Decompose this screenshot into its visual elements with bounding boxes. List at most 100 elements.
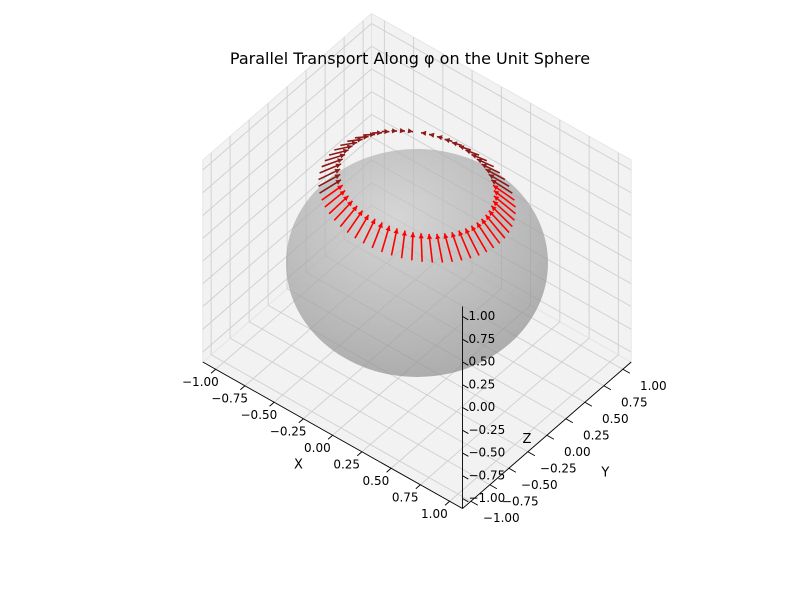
tick-mark bbox=[462, 384, 469, 389]
floor-gridline-x bbox=[420, 337, 590, 486]
tick-mark bbox=[462, 361, 469, 366]
vector-shaft bbox=[484, 214, 506, 239]
z-tick-label: −0.75 bbox=[469, 468, 506, 482]
vector-head bbox=[391, 128, 398, 134]
vector-head bbox=[410, 232, 416, 238]
vector-head bbox=[399, 128, 405, 134]
tick-mark bbox=[508, 467, 517, 473]
sphere-body bbox=[286, 149, 548, 377]
vector-head bbox=[481, 218, 487, 225]
z-tick-label: 0.50 bbox=[469, 355, 496, 369]
vector-head bbox=[451, 141, 458, 147]
tick-mark bbox=[240, 385, 246, 391]
tick-mark bbox=[415, 484, 421, 490]
vector-head bbox=[444, 138, 451, 144]
vector-head bbox=[427, 233, 433, 240]
vector-head bbox=[493, 195, 500, 201]
tick-marks bbox=[210, 316, 631, 506]
y-tick-label: 0.00 bbox=[564, 445, 591, 459]
vector-head bbox=[377, 222, 383, 229]
y-tick-label: 0.25 bbox=[583, 428, 610, 442]
vector-head bbox=[335, 163, 341, 169]
vector-head bbox=[339, 153, 346, 159]
tick-mark bbox=[584, 401, 593, 407]
y-tick-label: 0.50 bbox=[602, 412, 629, 426]
chart-title: Parallel Transport Along φ on the Unit S… bbox=[230, 49, 590, 68]
quiver-front bbox=[321, 184, 517, 263]
vector-head bbox=[465, 228, 470, 234]
tick-mark bbox=[462, 429, 469, 434]
x-tick-label: −0.50 bbox=[241, 408, 278, 422]
vector-head bbox=[384, 128, 390, 135]
x-axis-label: X bbox=[294, 458, 303, 473]
tick-mark bbox=[462, 316, 469, 321]
vector-shaft bbox=[480, 218, 501, 244]
vector-head bbox=[458, 230, 464, 237]
x-tick-label: 1.00 bbox=[421, 507, 448, 521]
x-tick-label: −0.25 bbox=[270, 425, 307, 439]
z-tick-label: −0.25 bbox=[469, 423, 506, 437]
quiver-back bbox=[318, 128, 513, 194]
y-tick-label: −0.25 bbox=[540, 461, 577, 475]
floor-gridline-x bbox=[449, 354, 619, 502]
tick-mark bbox=[622, 368, 631, 374]
vector-head bbox=[418, 233, 424, 239]
vector-head bbox=[443, 233, 449, 239]
x-tick-label: −1.00 bbox=[182, 375, 219, 389]
vector-head bbox=[493, 200, 499, 207]
left-wall-gridline-z bbox=[202, 68, 372, 216]
vector-head bbox=[363, 214, 369, 221]
back-wall-gridline-z bbox=[371, 68, 632, 216]
tick-labels: −1.00−1.00−1.00−0.75−0.75−0.75−0.50−0.50… bbox=[182, 309, 667, 525]
back-wall-gridline-z bbox=[371, 23, 632, 171]
vector-shaft bbox=[470, 225, 488, 253]
vector-head bbox=[491, 205, 497, 212]
vector-head bbox=[363, 134, 369, 140]
vector-head bbox=[476, 222, 482, 229]
x-tick-label: 0.75 bbox=[392, 491, 419, 505]
tick-mark bbox=[527, 451, 536, 457]
vector-head bbox=[465, 149, 471, 155]
vector-shaft bbox=[476, 222, 495, 249]
z-tick-label: 0.25 bbox=[469, 377, 496, 391]
x-tick-label: −0.75 bbox=[211, 392, 248, 406]
x-tick-label: 0.25 bbox=[333, 458, 360, 472]
y-axis-label: Y bbox=[600, 465, 609, 480]
vector-head bbox=[357, 210, 363, 217]
vector-head bbox=[343, 195, 349, 202]
tick-mark bbox=[462, 407, 469, 412]
vector-head bbox=[436, 135, 443, 141]
vector-head bbox=[471, 225, 477, 232]
vector-shaft bbox=[458, 230, 472, 259]
vector-head bbox=[370, 132, 376, 138]
tick-mark bbox=[462, 452, 469, 457]
vector-head bbox=[493, 185, 499, 191]
z-tick-label: 0.00 bbox=[469, 400, 496, 414]
vector-head bbox=[351, 140, 358, 146]
vector-head bbox=[347, 144, 353, 150]
vector-head bbox=[347, 200, 353, 207]
z-tick-label: −0.50 bbox=[469, 446, 506, 460]
vector-head bbox=[488, 210, 495, 216]
vector-head bbox=[451, 232, 456, 238]
vector-head bbox=[488, 174, 495, 180]
left-wall-gridline-z bbox=[202, 114, 372, 262]
z-axis-label: Z bbox=[522, 432, 531, 447]
sphere-surface bbox=[286, 149, 548, 377]
y-tick-label: −0.75 bbox=[502, 494, 539, 508]
tick-mark bbox=[327, 434, 333, 440]
x-tick-label: 0.00 bbox=[304, 441, 331, 455]
left-wall-gridline-z bbox=[202, 45, 372, 194]
vector-head bbox=[377, 130, 383, 136]
vector-head bbox=[385, 225, 391, 232]
vector-head bbox=[485, 169, 492, 174]
vector-head bbox=[429, 132, 435, 138]
vector-head bbox=[393, 228, 399, 234]
vector-head bbox=[337, 185, 343, 191]
x-tick-label: 0.50 bbox=[363, 474, 390, 488]
vector-head bbox=[342, 148, 349, 154]
vector-head bbox=[421, 130, 427, 136]
tick-mark bbox=[269, 401, 275, 407]
